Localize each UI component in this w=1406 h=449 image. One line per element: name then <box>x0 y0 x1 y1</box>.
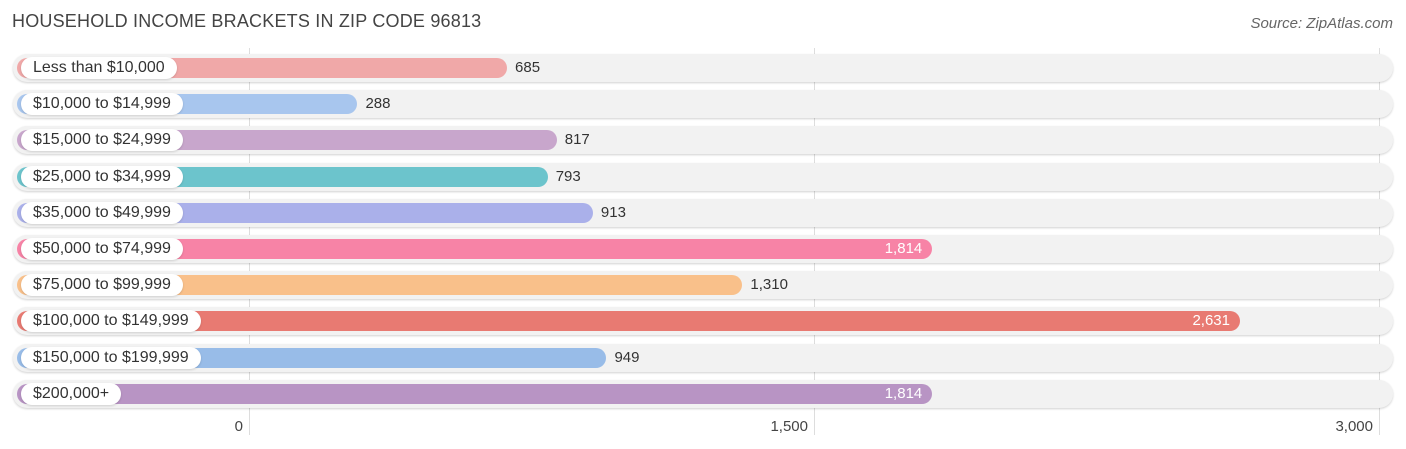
bar <box>17 311 1240 332</box>
value-label: 793 <box>555 167 581 185</box>
bar <box>17 239 933 259</box>
chart-title: HOUSEHOLD INCOME BRACKETS IN ZIP CODE 96… <box>12 11 482 31</box>
bar <box>17 275 743 296</box>
category-label: $150,000 to $199,999 <box>21 346 201 369</box>
value-label: 288 <box>365 95 391 113</box>
value-label: 817 <box>564 131 590 149</box>
value-label: 1,814 <box>884 240 923 257</box>
x-tick-label: 1,500 <box>770 418 808 435</box>
category-label: $75,000 to $99,999 <box>21 274 183 297</box>
value-label: 1,310 <box>750 276 788 294</box>
bar <box>17 383 933 404</box>
category-label: $25,000 to $34,999 <box>21 165 183 188</box>
category-label: $10,000 to $14,999 <box>21 93 183 116</box>
category-label: $50,000 to $74,999 <box>21 238 183 260</box>
value-label: 2,631 <box>1192 312 1230 330</box>
value-label: 913 <box>600 203 626 221</box>
value-label: 685 <box>515 59 541 76</box>
x-tick-label: 3,000 <box>1335 418 1373 435</box>
category-label: $35,000 to $49,999 <box>21 201 183 224</box>
value-label: 1,814 <box>884 384 923 402</box>
source-label: Source: ZipAtlas.com <box>1250 15 1393 32</box>
category-label: Less than $10,000 <box>21 57 177 79</box>
x-tick-label: 0 <box>234 418 243 435</box>
category-label: $200,000+ <box>21 382 122 405</box>
category-label: $100,000 to $149,999 <box>21 310 201 333</box>
category-label: $15,000 to $24,999 <box>21 129 183 152</box>
value-label: 949 <box>614 348 640 366</box>
